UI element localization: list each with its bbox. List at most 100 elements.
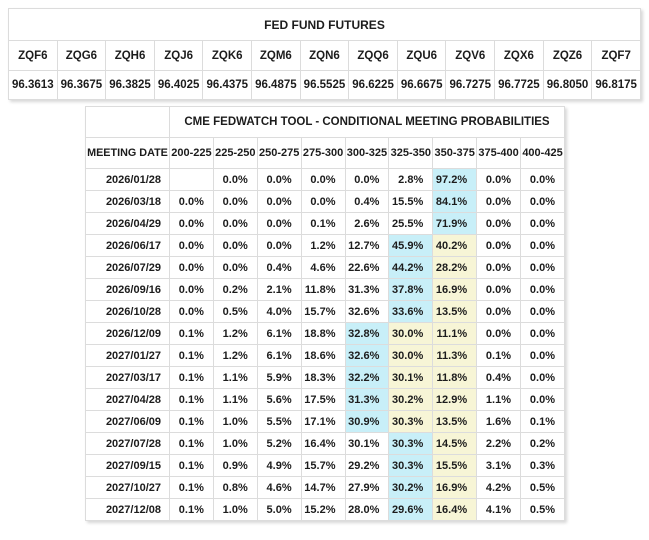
probability-cell: 15.5% (432, 454, 478, 477)
probability-cell: 0.0% (476, 168, 521, 191)
rate-range-header: 375-400 (476, 137, 521, 169)
futures-contract-header: ZQU6 (396, 40, 447, 71)
probability-cell: 97.2% (432, 168, 478, 191)
probability-cell: 31.3% (344, 278, 390, 301)
probability-cell: 32.8% (344, 322, 390, 345)
probability-cell: 1.0% (212, 498, 258, 521)
probability-cell: 6.1% (256, 344, 302, 367)
probability-cell: 4.6% (300, 256, 346, 279)
fedwatch-row: 2026/01/28 0.0% 0.0% 0.0% 0.0% 2.8% 97.2% 0.0% 0… (85, 168, 565, 191)
probability-cell: 0.0% (520, 388, 565, 411)
probability-cell: 2.8% (388, 168, 434, 191)
futures-title-row: FED FUND FUTURES (8, 8, 641, 41)
meeting-date-cell: 2026/07/29 (85, 256, 170, 279)
probability-cell: 18.3% (300, 366, 346, 389)
probability-cell: 0.0% (520, 366, 565, 389)
meeting-date-cell: 2026/01/28 (85, 168, 170, 191)
fedwatch-row: 2026/03/18 0.0% 0.0% 0.0% 0.0% 0.4% 15.5% 84.1%… (85, 190, 565, 213)
probability-cell: 5.6% (256, 388, 302, 411)
fedwatch-title-row: CME FEDWATCH TOOL - CONDITIONAL MEETING … (85, 106, 565, 138)
probability-cell: 12.9% (432, 388, 478, 411)
probability-cell: 0.4% (344, 190, 390, 213)
probability-cell: 0.0% (476, 234, 521, 257)
probability-cell: 84.1% (432, 190, 478, 213)
probability-cell: 0.4% (256, 256, 302, 279)
fedwatch-row: 2027/09/15 0.1% 0.9% 4.9% 15.7% 29.2% 30.3% 15.… (85, 454, 565, 477)
probability-cell: 11.8% (432, 366, 478, 389)
rate-range-header: 225-250 (212, 137, 258, 169)
fedwatch-table-title: CME FEDWATCH TOOL - CONDITIONAL MEETING … (169, 106, 565, 138)
corner-cell (85, 106, 170, 138)
probability-cell: 16.4% (432, 498, 478, 521)
futures-price-cell: 96.4875 (251, 70, 301, 100)
probability-cell: 0.0% (169, 212, 214, 235)
probability-cell: 32.6% (344, 300, 390, 323)
probability-cell: 0.0% (169, 278, 214, 301)
probability-cell: 30.2% (388, 476, 434, 499)
probability-cell: 1.0% (212, 410, 258, 433)
probability-cell: 31.3% (344, 388, 390, 411)
futures-contract-header: ZQG6 (56, 40, 107, 71)
probability-cell: 0.1% (169, 366, 214, 389)
rate-range-header: 275-300 (300, 137, 346, 169)
probability-cell: 0.0% (212, 256, 258, 279)
fedwatch-row: 2027/07/28 0.1% 1.0% 5.2% 16.4% 30.1% 30.3% 14.… (85, 432, 565, 455)
futures-price-cell: 96.3613 (8, 70, 58, 100)
probability-cell: 30.1% (344, 432, 390, 455)
fedwatch-header-row: MEETING DATE 200-225 225-250 250-275 275-30… (85, 137, 565, 169)
fedwatch-row: 2027/04/28 0.1% 1.1% 5.6% 17.5% 31.3% 30.2% 12.… (85, 388, 565, 411)
probability-cell: 1.2% (212, 344, 258, 367)
probability-cell: 40.2% (432, 234, 478, 257)
probability-cell: 0.0% (476, 322, 521, 345)
probability-cell: 0.1% (300, 212, 346, 235)
fed-fund-futures-table: FED FUND FUTURES ZQF6 ZQG6 ZQH6 ZQJ6 ZQK6 ZQM… (8, 8, 641, 100)
futures-price-cell: 96.6225 (348, 70, 398, 100)
probability-cell: 32.2% (344, 366, 390, 389)
probability-cell: 33.6% (388, 300, 434, 323)
probability-cell: 0.0% (476, 190, 521, 213)
fedwatch-row: 2027/03/17 0.1% 1.1% 5.9% 18.3% 32.2% 30.1% 11.… (85, 366, 565, 389)
fedwatch-row: 2027/10/27 0.1% 0.8% 4.6% 14.7% 27.9% 30.2% 16.… (85, 476, 565, 499)
probability-cell: 0.0% (169, 256, 214, 279)
meeting-date-cell: 2026/12/09 (85, 322, 170, 345)
probability-cell: 15.5% (388, 190, 434, 213)
probability-cell: 2.1% (256, 278, 302, 301)
rate-range-header: 250-275 (256, 137, 302, 169)
probability-cell: 0.0% (212, 234, 258, 257)
probability-cell: 30.3% (388, 454, 434, 477)
probability-cell: 4.2% (476, 476, 521, 499)
probability-cell: 0.0% (212, 212, 258, 235)
probability-cell: 5.9% (256, 366, 302, 389)
probability-cell: 0.0% (256, 168, 302, 191)
futures-contract-header: ZQX6 (494, 40, 544, 71)
probability-cell: 0.0% (520, 278, 565, 301)
probability-cell: 30.9% (344, 410, 390, 433)
rate-range-header: 300-325 (344, 137, 390, 169)
probability-cell: 14.7% (300, 476, 346, 499)
probability-cell: 5.5% (256, 410, 302, 433)
fedwatch-row: 2026/06/17 0.0% 0.0% 0.0% 1.2% 12.7% 45.9% 40.2… (85, 234, 565, 257)
probability-cell: 30.0% (388, 322, 434, 345)
probability-cell: 13.5% (432, 300, 478, 323)
probability-cell: 0.0% (476, 300, 521, 323)
futures-price-cell: 96.6675 (396, 70, 447, 100)
futures-header-row: ZQF6 ZQG6 ZQH6 ZQJ6 ZQK6 ZQM6 ZQN6 ZQQ6 ZQU6 ZQV6… (8, 40, 641, 71)
meeting-date-cell: 2027/12/08 (85, 498, 170, 521)
probability-cell: 0.0% (520, 234, 565, 257)
probability-cell: 0.5% (520, 498, 565, 521)
probability-cell: 37.8% (388, 278, 434, 301)
probability-cell: 0.0% (256, 190, 302, 213)
futures-price-cell: 96.7725 (494, 70, 544, 100)
probability-cell: 18.6% (300, 344, 346, 367)
probability-cell: 0.1% (476, 344, 521, 367)
fedwatch-row: 2026/12/09 0.1% 1.2% 6.1% 18.8% 32.8% 30.0% 11.… (85, 322, 565, 345)
meeting-date-cell: 2026/06/17 (85, 234, 170, 257)
meeting-date-cell: 2026/09/16 (85, 278, 170, 301)
futures-price-cell: 96.4025 (153, 70, 204, 100)
probability-cell: 0.0% (169, 300, 214, 323)
meeting-date-cell: 2027/09/15 (85, 454, 170, 477)
probability-cell: 2.6% (344, 212, 390, 235)
probability-cell (169, 168, 214, 191)
probability-cell: 0.5% (520, 476, 565, 499)
probability-cell: 25.5% (388, 212, 434, 235)
